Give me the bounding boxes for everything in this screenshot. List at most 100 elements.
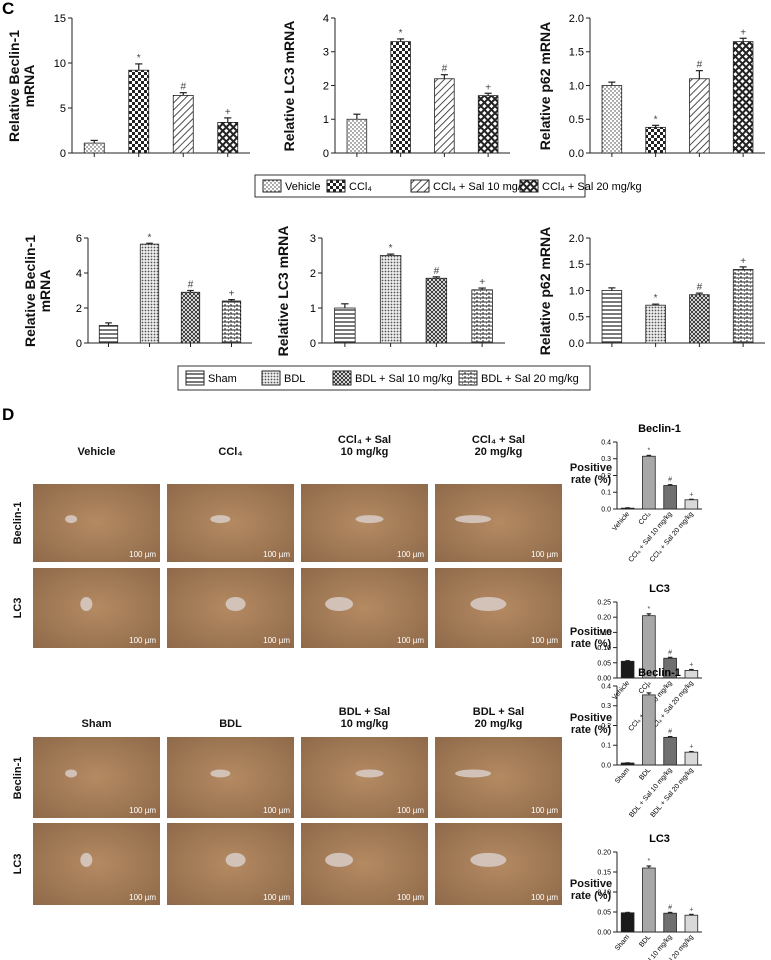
y-tick-label: 1.5 (569, 47, 584, 59)
y-tick-label: 4 (323, 13, 329, 25)
significance-mark: # (188, 280, 194, 291)
y-tick-label: 0.15 (597, 630, 611, 637)
micrograph-vessel (210, 769, 231, 778)
bar (645, 126, 666, 154)
significance-mark: # (697, 60, 703, 71)
legend-swatch (458, 370, 478, 386)
micrograph (301, 568, 428, 648)
significance-mark: * (148, 232, 152, 243)
row-label: Beclin-1 (12, 756, 24, 799)
bar (684, 751, 699, 766)
x-tick-label: CCl₄ + Sal 20 mg/kg (649, 680, 695, 733)
significance-mark: + (689, 744, 693, 751)
micrograph (435, 484, 562, 562)
micrograph-vessel (210, 515, 231, 524)
scale-bar-label: 100 µm (263, 893, 290, 902)
y-axis-title: Relative LC3 mRNA (275, 225, 292, 356)
y-tick-label: 1.0 (569, 80, 584, 92)
y-tick-label: 5 (60, 103, 66, 115)
y-tick-label: 0.0 (601, 506, 611, 513)
significance-mark: * (389, 243, 393, 254)
bar (434, 78, 455, 154)
bar (684, 670, 699, 679)
bar (334, 307, 356, 344)
y-tick-label: 0.00 (597, 929, 611, 936)
y-tick-label: 0.25 (597, 599, 611, 606)
legend-box (177, 365, 591, 391)
micrograph-vessel (470, 852, 507, 867)
bar (172, 95, 194, 154)
y-tick-label: 0.05 (597, 909, 611, 916)
bar (139, 243, 160, 344)
significance-mark: + (485, 82, 491, 93)
significance-mark: + (740, 27, 746, 38)
scale-bar-label: 100 µm (531, 893, 558, 902)
micrograph-vessel (225, 597, 246, 611)
row-label: Beclin-1 (12, 501, 24, 545)
bar (663, 485, 677, 510)
y-axis-title: Positive rate (%) (569, 878, 613, 903)
micrograph (33, 737, 160, 818)
legend-label: CCl₄ + Sal 20 mg/kg (542, 181, 642, 193)
scale-bar-label: 100 µm (531, 806, 558, 815)
y-tick-label: 0.2 (601, 473, 611, 480)
y-tick-label: 6 (76, 233, 82, 245)
x-tick-label: CCl₄ (638, 511, 653, 527)
y-tick-label: 1.0 (569, 285, 584, 297)
y-tick-label: 0.4 (601, 439, 611, 446)
bar (620, 660, 635, 679)
bar (732, 269, 754, 344)
significance-mark: # (668, 904, 672, 911)
legend-label: CCl₄ + Sal 10 mg/kg (433, 181, 533, 193)
scale-bar-label: 100 µm (263, 806, 290, 815)
y-tick-label: 3 (310, 233, 316, 245)
y-tick-label: 0.10 (597, 889, 611, 896)
bar (620, 762, 635, 766)
y-tick-label: 15 (54, 13, 66, 25)
y-tick-label: 1 (310, 303, 316, 315)
micrograph-vessel (355, 769, 384, 778)
legend-swatch (326, 179, 346, 193)
bar (642, 455, 656, 510)
significance-mark: # (434, 266, 440, 277)
significance-mark: * (648, 447, 651, 454)
y-tick-label: 0.15 (597, 869, 611, 876)
chart-title: Beclin-1 (638, 667, 681, 679)
column-header: BDL (219, 717, 242, 730)
significance-mark: # (668, 729, 672, 736)
y-tick-label: 0.5 (569, 114, 584, 126)
y-tick-label: 0.5 (569, 312, 584, 324)
significance-mark: * (137, 53, 141, 64)
x-tick-label: Sham (614, 767, 631, 786)
micrograph-vessel (455, 515, 492, 524)
scale-bar-label: 100 µm (397, 550, 424, 559)
micrograph-vessel (470, 597, 507, 611)
scale-bar-label: 100 µm (263, 636, 290, 645)
legend-label: BDL (284, 373, 305, 385)
scale-bar-label: 100 µm (129, 806, 156, 815)
bar (346, 118, 368, 154)
scale-bar-label: 100 µm (263, 550, 290, 559)
legend-label: CCl₄ (349, 181, 372, 193)
micrograph-vessel (355, 515, 384, 524)
y-axis-title: Relative p62 mRNA (537, 21, 554, 150)
column-header: BDL + Sal 10 mg/kg (338, 705, 391, 730)
micrograph-vessel (80, 597, 93, 611)
micrograph (167, 484, 294, 562)
y-tick-label: 0.20 (597, 615, 611, 622)
y-tick-label: 0.4 (601, 683, 611, 690)
scale-bar-label: 100 µm (397, 636, 424, 645)
significance-mark: # (668, 477, 672, 484)
y-axis-title: Relative p62 mRNA (537, 226, 554, 355)
y-axis-title: Relative LC3 mRNA (281, 20, 298, 151)
significance-mark: + (689, 661, 693, 668)
micrograph (33, 568, 160, 648)
significance-mark: # (442, 64, 448, 75)
x-tick-label: Sham (614, 934, 631, 953)
micrograph-vessel (65, 769, 78, 778)
bar (663, 912, 677, 933)
y-tick-label: 2.0 (569, 13, 584, 25)
bar (663, 657, 677, 679)
